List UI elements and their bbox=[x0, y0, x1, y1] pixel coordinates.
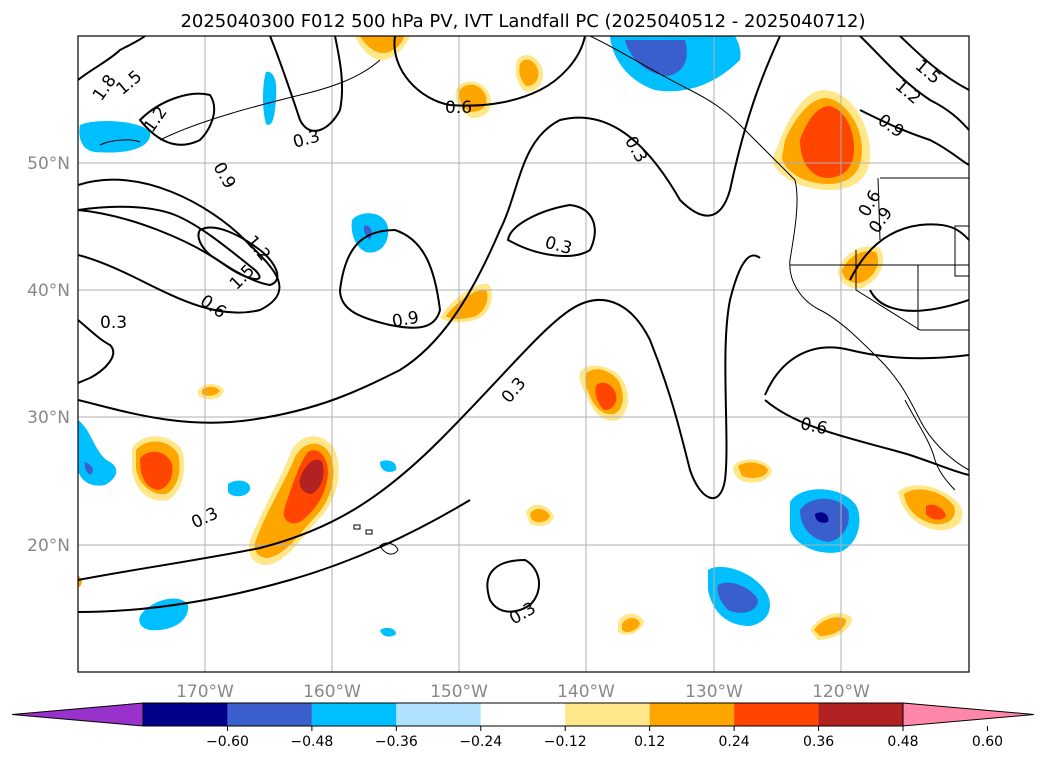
pv-contours bbox=[78, 36, 969, 613]
negative-anomaly-tiny-south bbox=[380, 627, 396, 637]
colorbar: −0.60 −0.48 −0.36 −0.24 −0.12 0.12 0.24 0.36 0.4… bbox=[11, 702, 1035, 750]
negative-anomaly-small-north bbox=[263, 71, 277, 125]
graticule bbox=[78, 36, 969, 672]
contour-label: 0.6 bbox=[445, 98, 472, 118]
lat-tick-labels: 50°N 40°N 30°N 20°N bbox=[27, 154, 70, 556]
positive-anomaly-south-2 bbox=[618, 613, 644, 635]
colorbar-bin bbox=[227, 703, 312, 726]
positive-anomaly-gulf-2 bbox=[515, 55, 544, 92]
positive-anomaly-california bbox=[838, 246, 884, 289]
colorbar-bin bbox=[480, 703, 566, 726]
colorbar-tick-label: 0.48 bbox=[887, 734, 918, 750]
lat-tick: 30°N bbox=[27, 408, 70, 428]
colorbar-extend-high bbox=[902, 702, 1035, 727]
negative-anomaly-sw bbox=[139, 598, 189, 631]
lon-tick: 130°W bbox=[685, 682, 743, 702]
negative-anomaly-south-center bbox=[708, 566, 770, 626]
colorbar-tick-label: 0.24 bbox=[719, 734, 750, 750]
colorbar-tick-label: −0.36 bbox=[375, 734, 418, 750]
positive-anomaly-hawaii bbox=[248, 436, 339, 566]
contour-label: 0.9 bbox=[390, 308, 420, 332]
negative-anomaly-small-1 bbox=[228, 480, 251, 497]
negative-anomaly-small-2 bbox=[380, 460, 397, 472]
colorbar-bin bbox=[734, 703, 819, 726]
colorbar-bin bbox=[565, 703, 650, 726]
map-frame bbox=[77, 35, 970, 673]
colorbar-tick-label: −0.12 bbox=[544, 734, 587, 750]
positive-anomaly-subtropic-center bbox=[579, 365, 629, 421]
negative-anomaly-west-edge bbox=[78, 420, 117, 486]
lon-tick: 170°W bbox=[176, 682, 234, 702]
map-panel: 1.8 1.5 1.2 0.3 0.6 0.9 0.9 1.2 1.5 0.6 … bbox=[78, 36, 969, 672]
coastlines bbox=[99, 36, 969, 555]
lon-tick: 140°W bbox=[557, 682, 615, 702]
colorbar-tick-label: −0.60 bbox=[206, 734, 249, 750]
positive-anomaly-east-subtropic bbox=[898, 485, 963, 531]
positive-anomaly-baja bbox=[733, 459, 772, 483]
lat-tick: 40°N bbox=[27, 281, 70, 301]
positive-anomaly-small-mid bbox=[526, 504, 554, 526]
lon-tick: 150°W bbox=[430, 682, 488, 702]
positive-anomaly-north-center bbox=[355, 36, 410, 61]
negative-anomaly-alaska bbox=[610, 36, 741, 92]
colorbar-bin bbox=[818, 703, 903, 726]
colorbar-tick-label: 0.36 bbox=[803, 734, 834, 750]
colorbar-tick-label: 0.60 bbox=[972, 734, 1003, 750]
negative-anomaly-mid bbox=[351, 213, 389, 253]
lon-tick: 120°W bbox=[812, 682, 870, 702]
lat-tick: 50°N bbox=[27, 154, 70, 174]
colorbar-frame bbox=[142, 702, 904, 727]
colorbar-tick-label: 0.12 bbox=[634, 734, 665, 750]
colorbar-bin bbox=[311, 703, 397, 726]
lon-tick: 160°W bbox=[303, 682, 361, 702]
colorbar-tick-label: −0.48 bbox=[290, 734, 333, 750]
colorbar-bin bbox=[649, 703, 735, 726]
positive-anomaly-edge bbox=[78, 575, 82, 588]
colorbar-bin bbox=[396, 703, 481, 726]
positive-anomaly-west-subtropic bbox=[132, 436, 185, 501]
contour-label: 0.3 bbox=[100, 313, 127, 333]
colorbar-extend-low bbox=[11, 702, 144, 727]
negative-anomaly-west-bering bbox=[79, 120, 151, 153]
colorbar-bin bbox=[143, 703, 228, 726]
lat-tick: 20°N bbox=[27, 536, 70, 556]
plot-title: 2025040300 F012 500 hPa PV, IVT Landfall… bbox=[180, 11, 865, 32]
lon-tick-labels: 170°W 160°W 150°W 140°W 130°W 120°W bbox=[176, 682, 870, 702]
negative-anomaly-subtropical-east bbox=[790, 489, 860, 553]
colorbar-tick-label: −0.24 bbox=[459, 734, 502, 750]
